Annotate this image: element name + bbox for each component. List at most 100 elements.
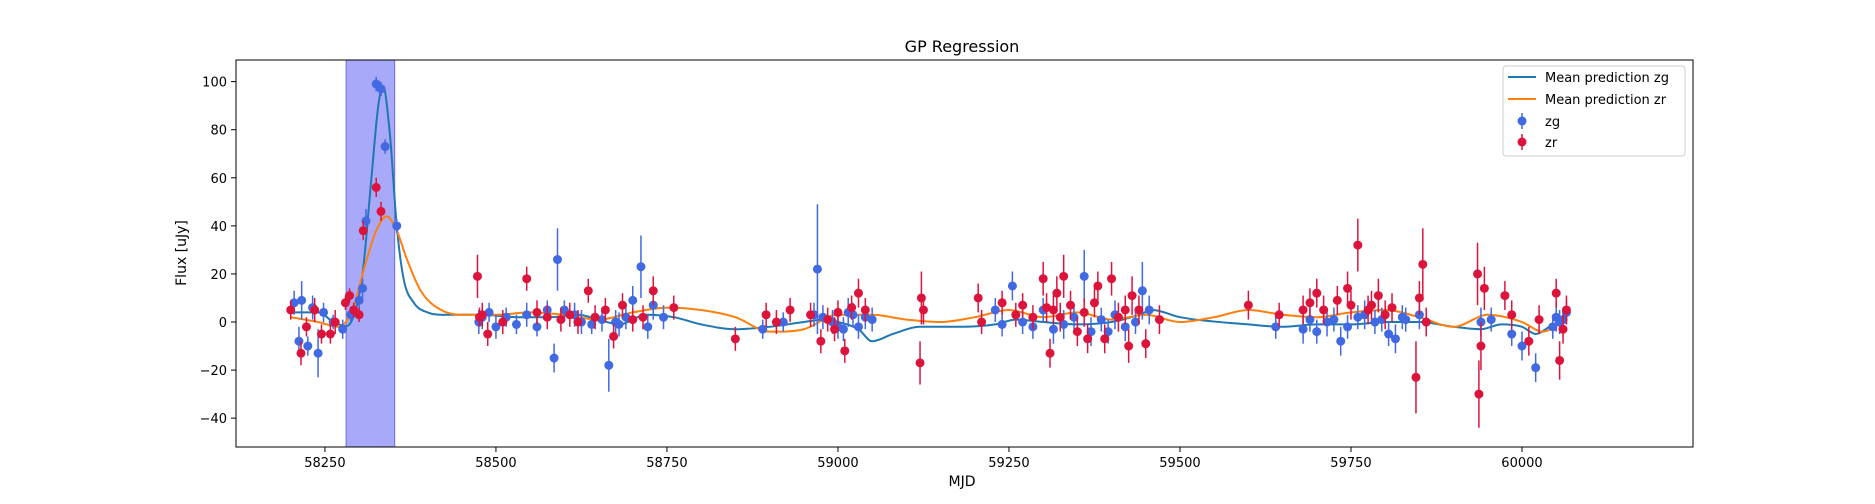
data-point-zr [669,295,679,320]
marker-zg [1096,315,1106,325]
y-tick-label: 0 [219,316,227,331]
data-point-zr [977,309,987,335]
marker-zr [573,317,583,327]
data-point-zr [317,324,327,344]
data-point-zr [556,307,566,332]
marker-zr [1100,334,1110,344]
marker-zg [838,324,848,334]
data-point-zr [1346,290,1356,320]
marker-zg [1370,317,1380,327]
data-point-zg [636,235,646,298]
marker-zg [1048,324,1058,334]
y-axis-label: Flux [uJy] [174,220,190,286]
data-point-zr [1028,305,1038,330]
data-point-zr [1038,261,1048,296]
data-point-zg [1517,331,1527,361]
data-point-zr [853,278,863,308]
marker-zr [1312,288,1322,298]
marker-zr [600,305,610,315]
marker-zg [997,319,1007,329]
data-point-zr [600,297,610,323]
marker-zr [823,315,833,325]
marker-zr [1243,300,1253,310]
data-point-zg [778,312,788,332]
data-point-zg [1144,295,1154,325]
data-point-zg [853,314,863,339]
marker-zr [296,348,306,358]
data-point-zr [833,300,843,325]
data-point-zr [1100,324,1110,354]
marker-zr [1411,372,1421,382]
marker-zr [532,307,542,317]
marker-zr [345,291,355,301]
data-point-zr [1141,329,1151,359]
data-point-zg [297,281,307,320]
marker-zg [1305,315,1315,325]
marker-zr [1048,305,1058,315]
data-point-zr [1011,302,1021,327]
marker-zr [358,226,368,236]
data-point-zr [583,278,593,303]
data-point-zr [345,288,355,303]
data-point-zr [1083,324,1093,354]
marker-zg [1343,322,1353,332]
x-tick-label: 58750 [646,456,687,471]
marker-zr [816,336,826,346]
data-point-zr [1500,281,1510,310]
marker-zg [990,305,1000,315]
marker-zr [1319,305,1329,315]
marker-zr [1534,315,1544,325]
data-point-zg [549,343,559,373]
data-point-zr [1373,278,1383,313]
marker-zr [1107,274,1117,284]
marker-zg [1517,341,1527,351]
data-point-zr [609,324,619,349]
data-point-zr [330,309,340,335]
data-point-zg [1384,322,1394,347]
marker-zg [643,322,653,332]
data-point-zr [638,305,648,330]
marker-zr [973,293,983,303]
data-point-zr [532,300,542,325]
y-tick-label: −40 [200,412,227,427]
marker-zg [1336,336,1346,346]
data-point-zg [1312,319,1322,344]
data-point-zr [542,305,552,330]
marker-zr [542,312,552,322]
data-point-zr [1558,314,1568,344]
data-point-zg [511,314,521,335]
marker-zr [1421,317,1431,327]
data-point-zg [997,312,1007,337]
marker-zg [1069,312,1079,322]
data-point-zr [1421,307,1431,337]
marker-zg [376,84,386,94]
marker-zg [552,255,562,265]
marker-zr [1298,305,1308,315]
data-point-zr [1367,290,1377,320]
data-point-zr [1154,305,1164,335]
marker-zr [1555,355,1565,365]
marker-zr [1052,288,1062,298]
data-point-zr [358,221,368,241]
data-point-zr [1042,293,1052,323]
marker-zg [511,319,521,329]
data-point-zg [604,338,614,392]
data-point-zg [313,329,323,378]
marker-zr [483,329,493,339]
data-point-zr [354,307,364,323]
marker-zr [1507,310,1517,320]
marker-zr [1479,283,1489,293]
data-point-zr [1113,302,1123,332]
marker-zr [1418,259,1428,269]
data-point-zr [1124,329,1134,363]
marker-zr [761,310,771,320]
marker-zr [669,303,679,313]
data-point-zr [915,341,925,385]
data-point-zg [1353,305,1363,330]
marker-zr [1066,300,1076,310]
data-point-zr [761,302,771,327]
marker-zr [1387,303,1397,313]
data-point-zr [1418,228,1428,301]
marker-zr [565,310,575,320]
data-point-zr [1072,317,1082,347]
